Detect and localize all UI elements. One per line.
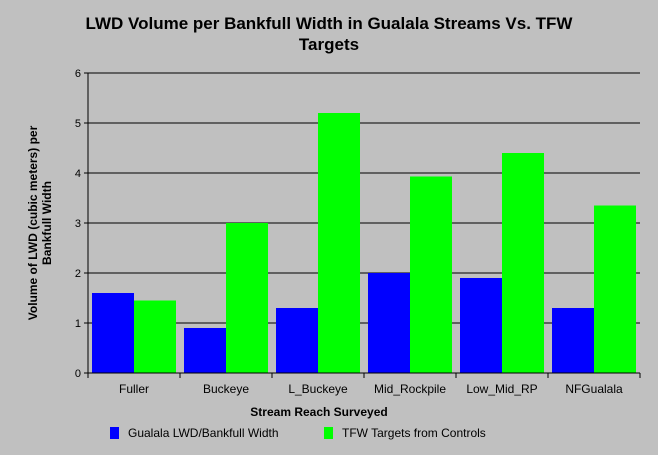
y-tick-label: 0: [75, 368, 81, 380]
bar-tfw-mid_rockpile: [410, 176, 452, 373]
bar-tfw-nfgualala: [594, 205, 636, 373]
y-tick-label: 4: [75, 168, 81, 180]
bar-gualala-fuller: [92, 293, 134, 373]
bar-tfw-low_mid_rp: [502, 153, 544, 373]
chart-title-line-2: Targets: [298, 35, 360, 54]
bar-gualala-low_mid_rp: [460, 278, 502, 373]
legend-swatch-tfw: [324, 427, 333, 439]
bar-gualala-buckeye: [184, 328, 226, 373]
y-tick-label: 2: [75, 268, 81, 280]
y-tick-label: 3: [75, 218, 81, 230]
legend-swatch-gualala: [110, 427, 119, 439]
bar-tfw-fuller: [134, 300, 176, 373]
legend-label-gualala: Gualala LWD/Bankfull Width: [128, 426, 279, 440]
bar-gualala-mid_rockpile: [368, 273, 410, 373]
y-axis-title-line-1: Volume of LWD (cubic meters) per: [26, 125, 40, 320]
bar-tfw-buckeye: [226, 223, 268, 373]
legend-item-gualala: Gualala LWD/Bankfull Width: [110, 426, 279, 440]
x-tick-label-nfgualala: NFGualala: [565, 382, 623, 396]
x-tick-label-l_buckeye: L_Buckeye: [288, 382, 348, 396]
x-tick-label-mid_rockpile: Mid_Rockpile: [374, 382, 446, 396]
y-tick-label: 1: [75, 318, 81, 330]
legend-label-tfw: TFW Targets from Controls: [342, 426, 486, 440]
chart-title-line-1: LWD Volume per Bankfull Width in Gualala…: [85, 14, 573, 33]
bar-gualala-l_buckeye: [276, 308, 318, 373]
x-tick-label-fuller: Fuller: [119, 382, 149, 396]
y-tick-label: 6: [75, 68, 81, 80]
bar-tfw-l_buckeye: [318, 113, 360, 373]
x-tick-label-low_mid_rp: Low_Mid_RP: [466, 382, 537, 396]
bar-gualala-nfgualala: [552, 308, 594, 373]
x-axis-title: Stream Reach Surveyed: [250, 405, 387, 419]
x-tick-label-buckeye: Buckeye: [203, 382, 249, 396]
legend-item-tfw: TFW Targets from Controls: [324, 426, 486, 440]
y-axis-title-line-2: Bankfull Width: [40, 181, 54, 265]
y-tick-label: 5: [75, 118, 81, 130]
